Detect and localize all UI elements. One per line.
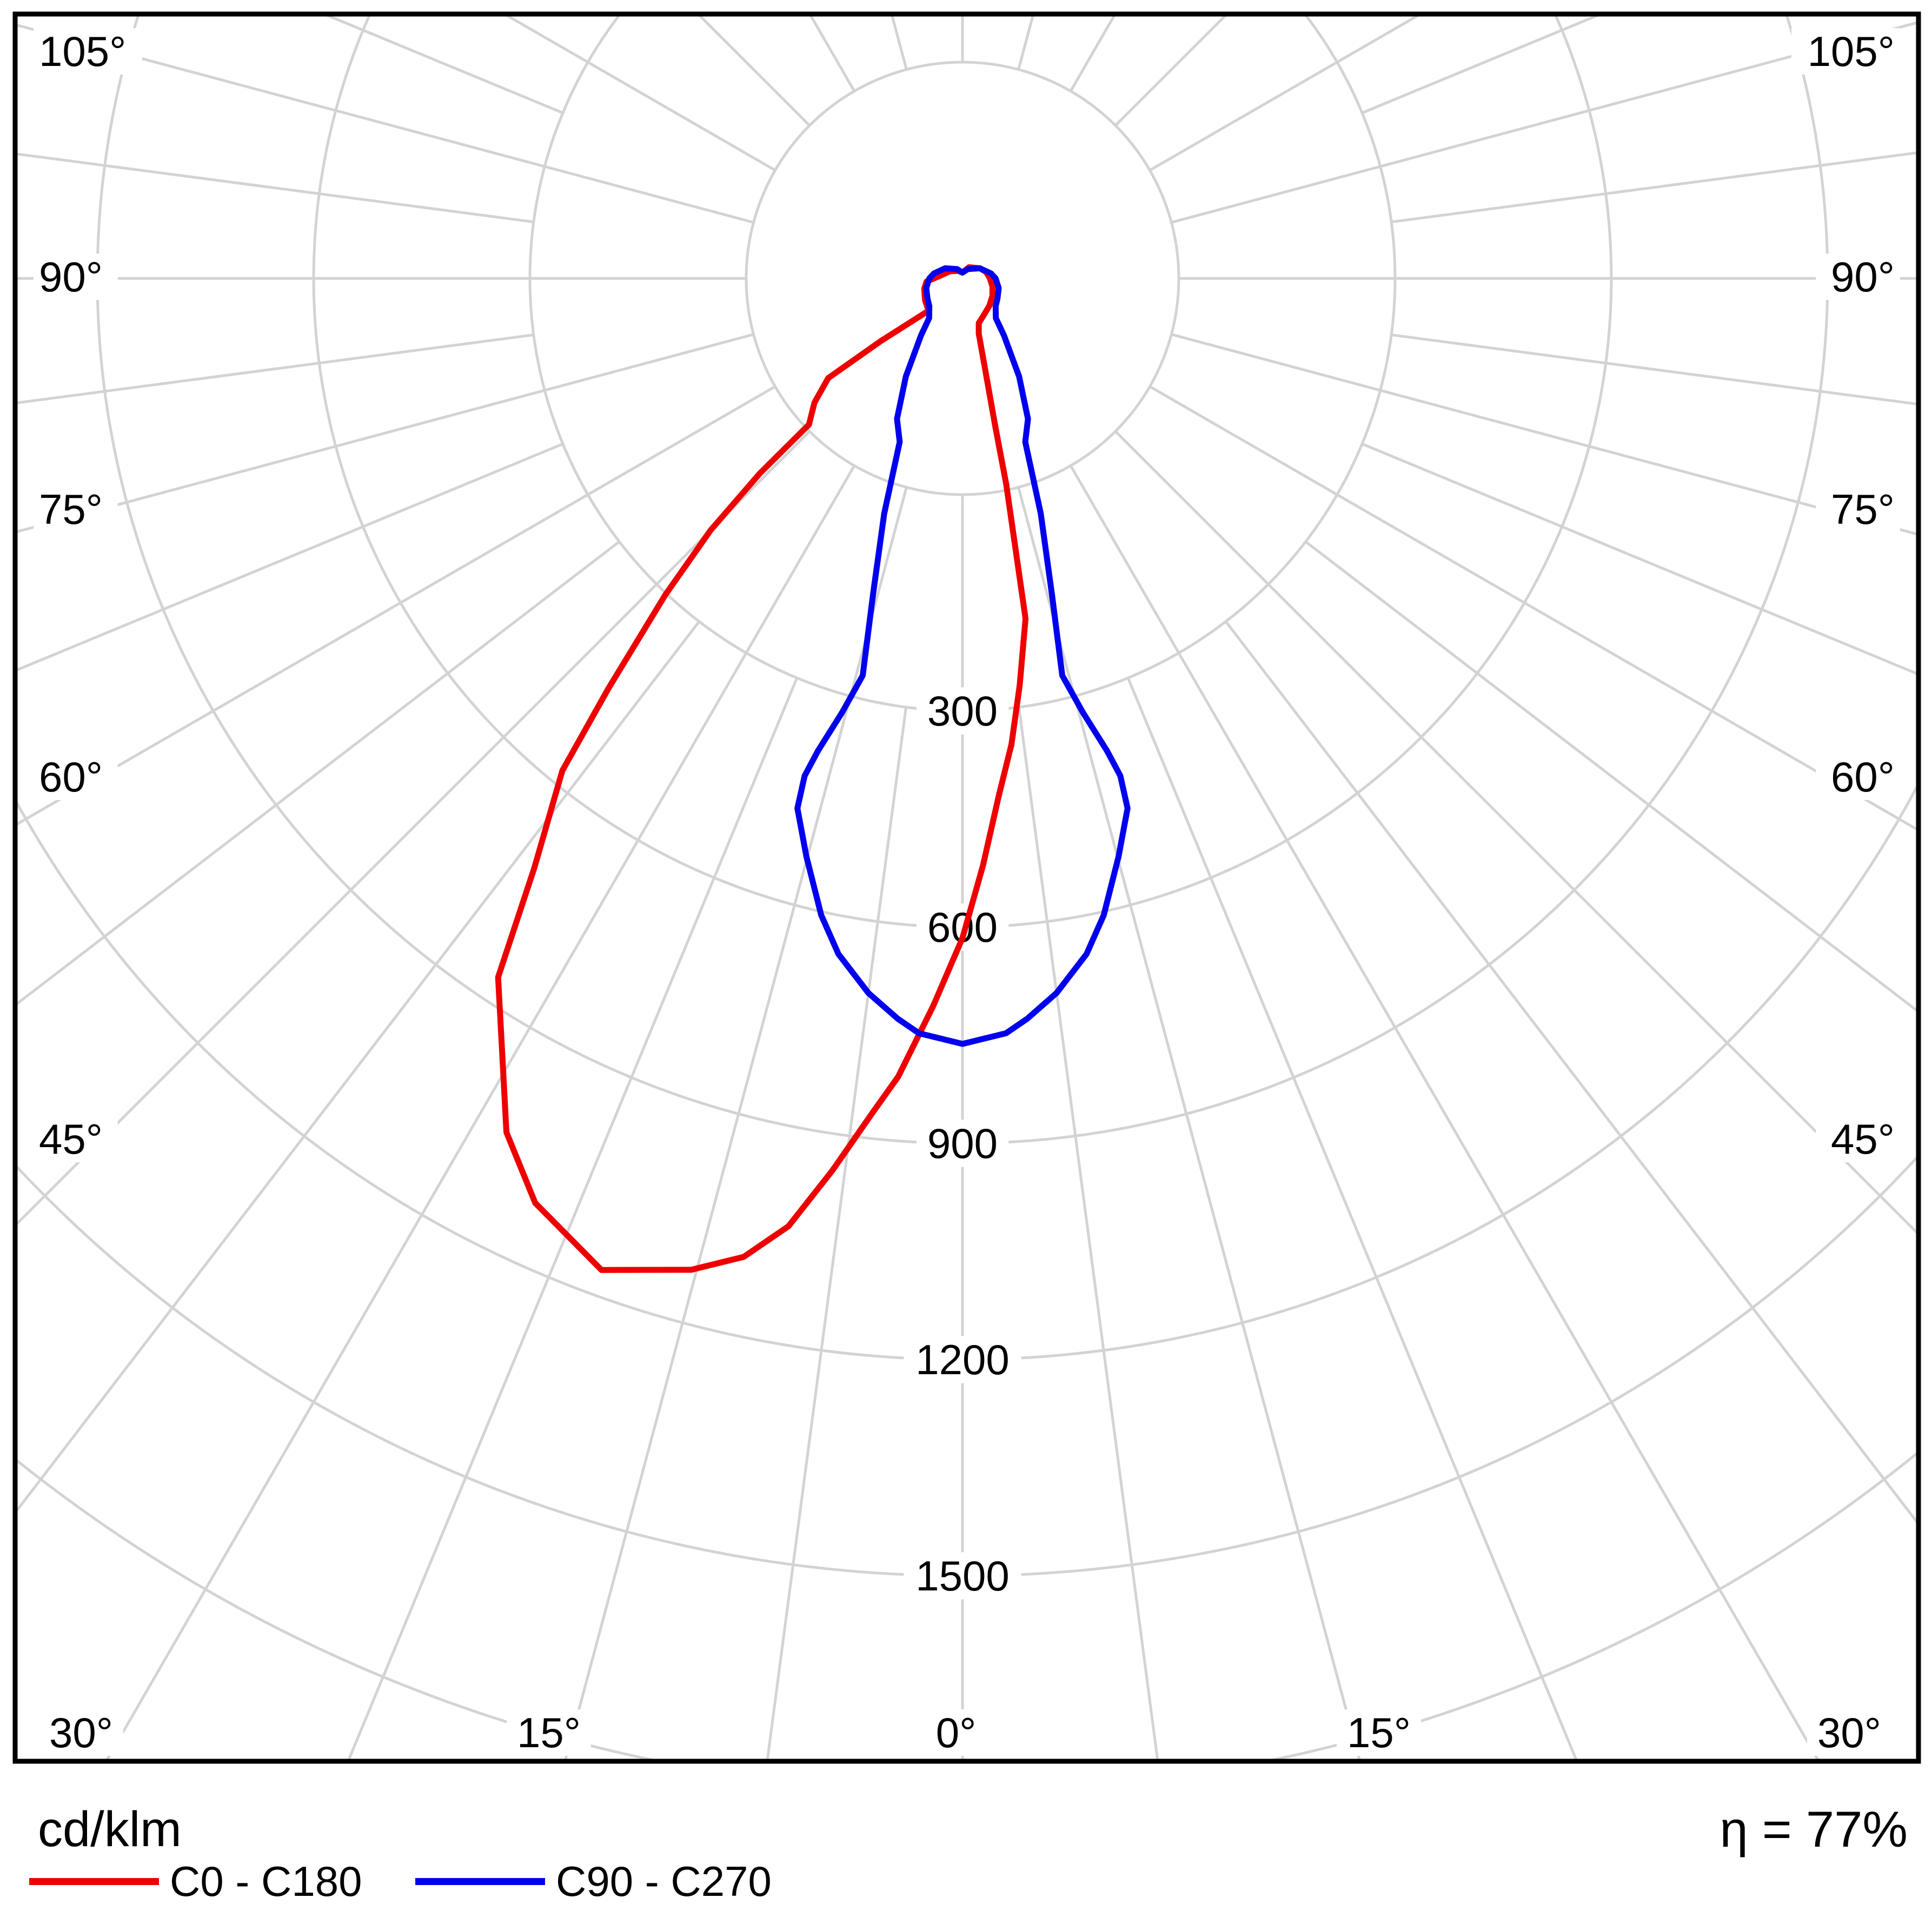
angle-label: 45° — [39, 1115, 103, 1163]
grid-spoke-minor — [15, 333, 534, 405]
angle-label: 90° — [1831, 253, 1895, 301]
legend-label-c90-c270: C90 - C270 — [556, 1857, 772, 1905]
grid-spoke-major — [563, 487, 908, 1761]
radial-tick-label: 300 — [927, 687, 998, 735]
grid-spoke-major — [502, 14, 776, 172]
legend: C0 - C180 C90 - C270 — [0, 1849, 1932, 1914]
angle-label: 90° — [39, 253, 103, 301]
efficiency-label: η = 77% — [1719, 1801, 1908, 1857]
angle-label: 60° — [39, 753, 103, 801]
radial-tick-label-bg — [916, 1120, 1009, 1167]
radial-tick-label: 1200 — [915, 1336, 1010, 1383]
angle-label-bg — [1816, 754, 1900, 800]
legend-line-blue — [415, 1877, 545, 1885]
angle-label-bg — [926, 1709, 986, 1756]
grid-spoke-minor — [766, 707, 908, 1761]
angle-label: 75° — [1831, 485, 1895, 533]
legend-item-c90-c270: C90 - C270 — [415, 1849, 772, 1914]
grid-spoke-minor — [15, 442, 563, 672]
angle-label-bg — [34, 754, 118, 800]
grid-spoke-minor — [15, 541, 620, 1007]
grid-spoke-major — [15, 23, 754, 224]
angle-label: 75° — [39, 485, 103, 533]
grid-spoke-minor — [1225, 621, 1918, 1527]
legend-label-c0-c180: C0 - C180 — [170, 1857, 362, 1905]
grid-spoke-major — [1171, 21, 1918, 224]
radial-tick-label: 900 — [927, 1120, 998, 1167]
angle-label-bg — [1816, 254, 1900, 300]
grid-spoke-minor — [15, 152, 534, 224]
angle-label: 60° — [1831, 753, 1895, 801]
angle-label-bg — [39, 1709, 123, 1756]
angle-label-bg — [34, 486, 118, 532]
grid-spoke-major — [1149, 385, 1918, 832]
angle-label-bg — [507, 1709, 591, 1756]
legend-item-c0-c180: C0 - C180 — [29, 1849, 362, 1914]
radial-units-label: cd/klm — [38, 1802, 182, 1857]
radial-tick-label-bg — [916, 687, 1009, 735]
angle-label: 30° — [1817, 1709, 1881, 1756]
grid-spoke-major — [1171, 333, 1918, 536]
grid-spoke-minor — [1305, 541, 1918, 1014]
angle-label-bg — [34, 28, 142, 75]
angle-label: 105° — [1808, 28, 1895, 75]
angle-label-bg — [1807, 1709, 1891, 1756]
grid-spoke-major — [1114, 430, 1918, 1236]
grid-spoke-major — [1149, 14, 1423, 172]
grid-spoke-major — [15, 430, 811, 1228]
grid-spoke-minor — [1391, 333, 1918, 406]
angle-label: 15° — [517, 1709, 581, 1756]
angle-label: 15° — [1347, 1709, 1411, 1756]
radial-tick-label: 1500 — [915, 1552, 1010, 1600]
grid-spoke-minor — [1362, 442, 1918, 676]
angle-label: 30° — [49, 1709, 113, 1756]
angle-label-bg — [1816, 1116, 1900, 1162]
grid-spoke-major — [15, 333, 754, 534]
angle-label: 0° — [936, 1709, 977, 1756]
angle-label: 45° — [1831, 1115, 1895, 1163]
grid-spoke-major — [1017, 487, 1362, 1761]
grid-spoke-major — [15, 385, 776, 827]
angle-label-bg — [1337, 1709, 1421, 1756]
grid-spoke-minor — [1126, 677, 1578, 1761]
curve-c90-c270 — [794, 265, 1131, 1047]
angle-label-bg — [34, 254, 118, 300]
angle-label: 105° — [39, 28, 126, 75]
curve-c0-c180 — [495, 264, 1029, 1273]
grid-spoke-minor — [1017, 707, 1159, 1761]
grid-spoke-minor — [347, 677, 799, 1761]
radial-tick-label-bg — [904, 1552, 1021, 1600]
grid-spoke-minor — [15, 621, 700, 1515]
radial-tick-label-bg — [904, 1336, 1021, 1383]
angle-label-bg — [34, 1116, 118, 1162]
grid-spoke-minor — [1391, 151, 1918, 224]
legend-line-red — [29, 1877, 159, 1885]
angle-labels: 105° 90° 75° 60° 45° 105° 90° 75° 60° 45° 30° 15° 0°… — [34, 28, 1900, 1756]
angle-label-bg — [1816, 486, 1900, 532]
angle-label-bg — [1791, 28, 1900, 75]
plot-frame — [12, 11, 1921, 1764]
